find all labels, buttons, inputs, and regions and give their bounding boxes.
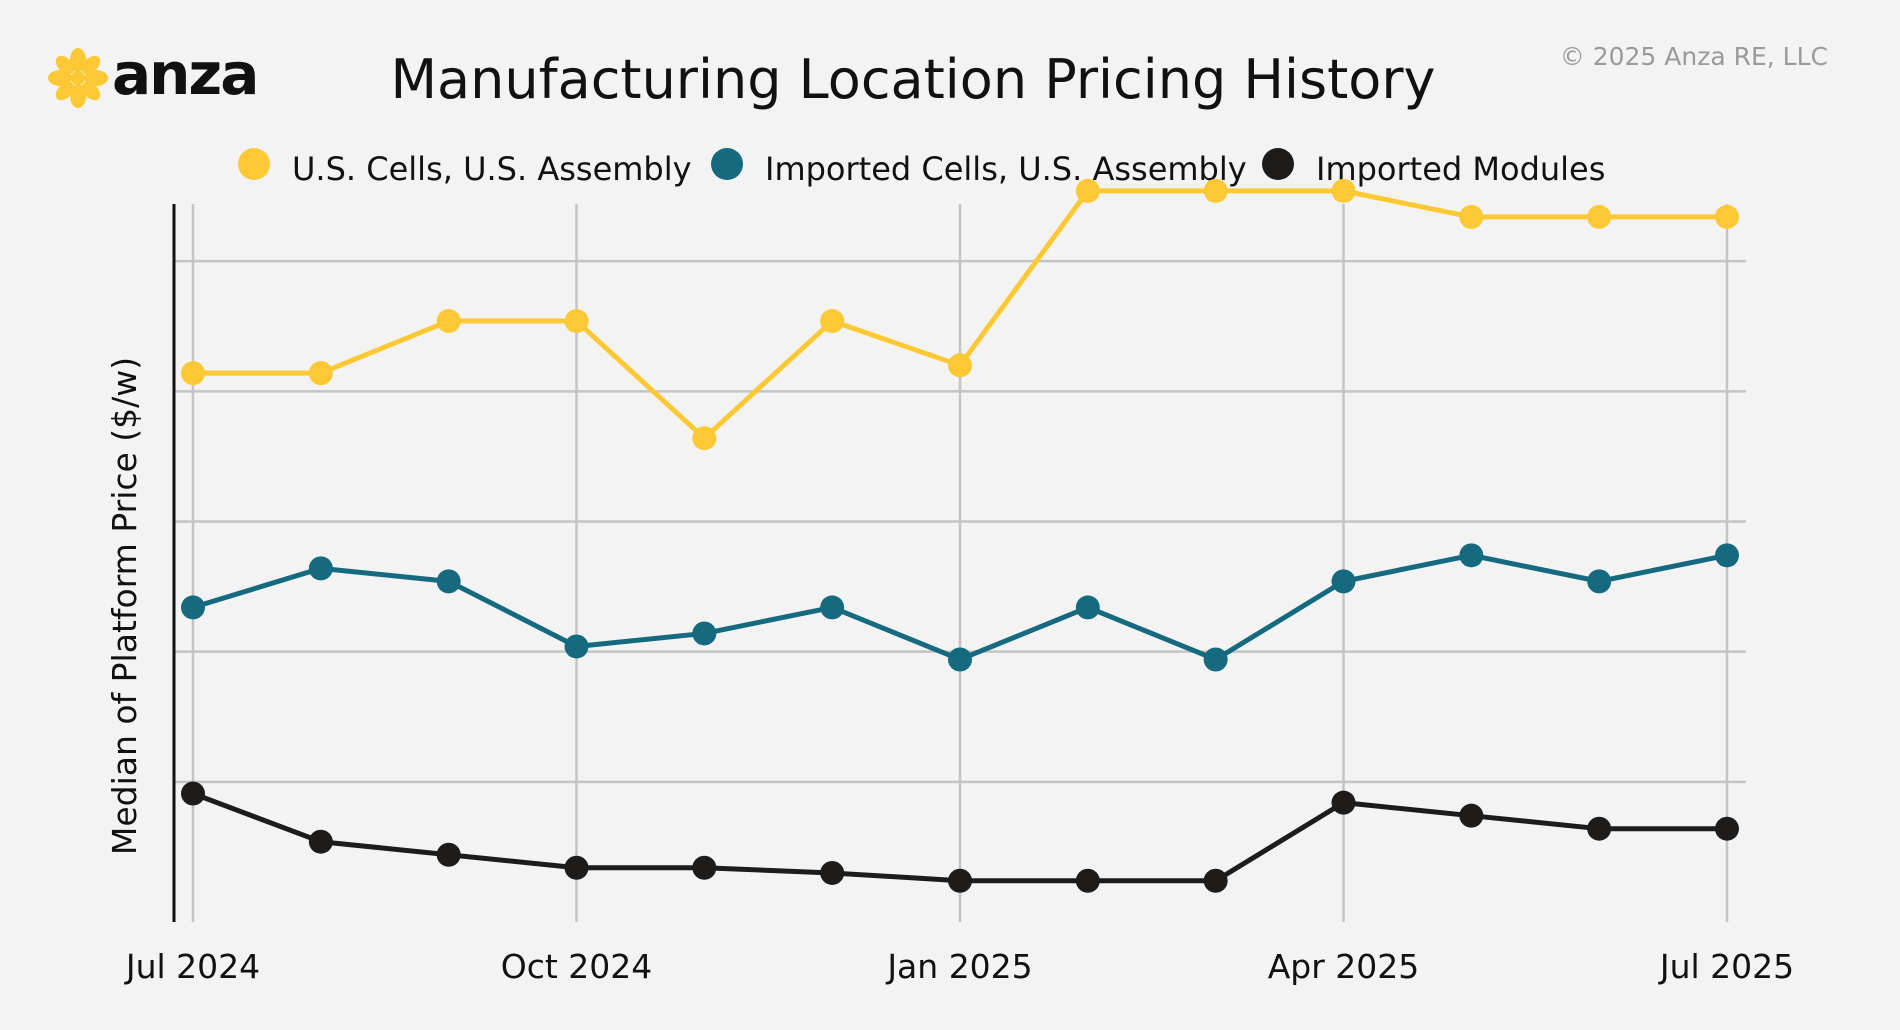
data-point <box>564 309 589 334</box>
x-tick-label: Jul 2025 <box>1658 947 1794 986</box>
data-point <box>564 855 589 880</box>
data-point <box>1459 803 1484 828</box>
data-point <box>181 781 205 806</box>
legend-item-imported-cells: Imported Cells, U.S. Assembly <box>711 148 1247 188</box>
data-point <box>1587 204 1612 229</box>
data-point <box>1203 868 1228 893</box>
data-point <box>436 309 461 334</box>
legend-label-imported-cells: Imported Cells, U.S. Assembly <box>765 150 1247 188</box>
data-point <box>820 860 845 885</box>
data-point <box>820 595 845 620</box>
data-point <box>436 569 461 594</box>
data-point <box>308 556 333 581</box>
legend-item-imported-modules: Imported Modules <box>1262 148 1605 188</box>
data-point <box>1203 178 1228 203</box>
data-point <box>1459 543 1484 568</box>
data-point <box>1331 178 1356 203</box>
data-point <box>1203 647 1228 672</box>
data-point <box>692 621 717 646</box>
data-point <box>181 361 205 386</box>
copyright-notice: © 2025 Anza RE, LLC <box>1560 42 1828 71</box>
data-point <box>948 353 972 378</box>
data-point <box>1715 543 1739 568</box>
data-point <box>1075 595 1100 620</box>
legend-label-imported-modules: Imported Modules <box>1316 150 1605 188</box>
flower-logo-icon <box>48 48 108 108</box>
data-point <box>564 634 589 659</box>
anza-logo: anza <box>48 40 259 108</box>
chart-title: Manufacturing Location Pricing History <box>390 48 1435 111</box>
legend-marker-imported-modules <box>1262 148 1294 180</box>
x-tick-label: Apr 2025 <box>1268 947 1420 986</box>
data-point <box>308 829 333 854</box>
data-point <box>1715 816 1739 841</box>
series-3 <box>181 781 1739 893</box>
data-point <box>308 361 333 386</box>
legend-item-us-cells: U.S. Cells, U.S. Assembly <box>238 148 692 188</box>
data-point <box>1459 204 1484 229</box>
data-point <box>1331 569 1356 594</box>
x-tick-label: Jul 2024 <box>124 947 260 986</box>
data-point <box>436 842 461 867</box>
data-point <box>181 595 205 620</box>
series-lines <box>181 178 1739 893</box>
y-axis-label: Median of Platform Price ($/w) <box>105 357 144 855</box>
legend: U.S. Cells, U.S. Assembly Imported Cells… <box>238 148 1605 188</box>
legend-marker-us-cells <box>238 148 270 180</box>
logo-wordmark: anza <box>112 40 257 108</box>
data-point <box>1715 204 1739 229</box>
data-point <box>948 868 972 893</box>
data-point <box>692 855 717 880</box>
legend-marker-imported-cells <box>711 148 743 180</box>
x-tick-label: Oct 2024 <box>501 947 653 986</box>
x-tick-label: Jan 2025 <box>885 947 1032 986</box>
legend-label-us-cells: U.S. Cells, U.S. Assembly <box>292 150 692 188</box>
data-point <box>1075 868 1100 893</box>
data-point <box>948 647 972 672</box>
data-point <box>1587 816 1612 841</box>
series-2 <box>181 543 1739 672</box>
data-point <box>692 426 717 451</box>
x-axis-ticks: Jul 2024 Oct 2024 Jan 2025 Apr 2025 Jul 2025 <box>124 947 1794 986</box>
data-point <box>1331 790 1356 815</box>
data-point <box>1587 569 1612 594</box>
data-point <box>1075 178 1100 203</box>
series-1 <box>181 178 1739 451</box>
data-point <box>820 309 845 334</box>
